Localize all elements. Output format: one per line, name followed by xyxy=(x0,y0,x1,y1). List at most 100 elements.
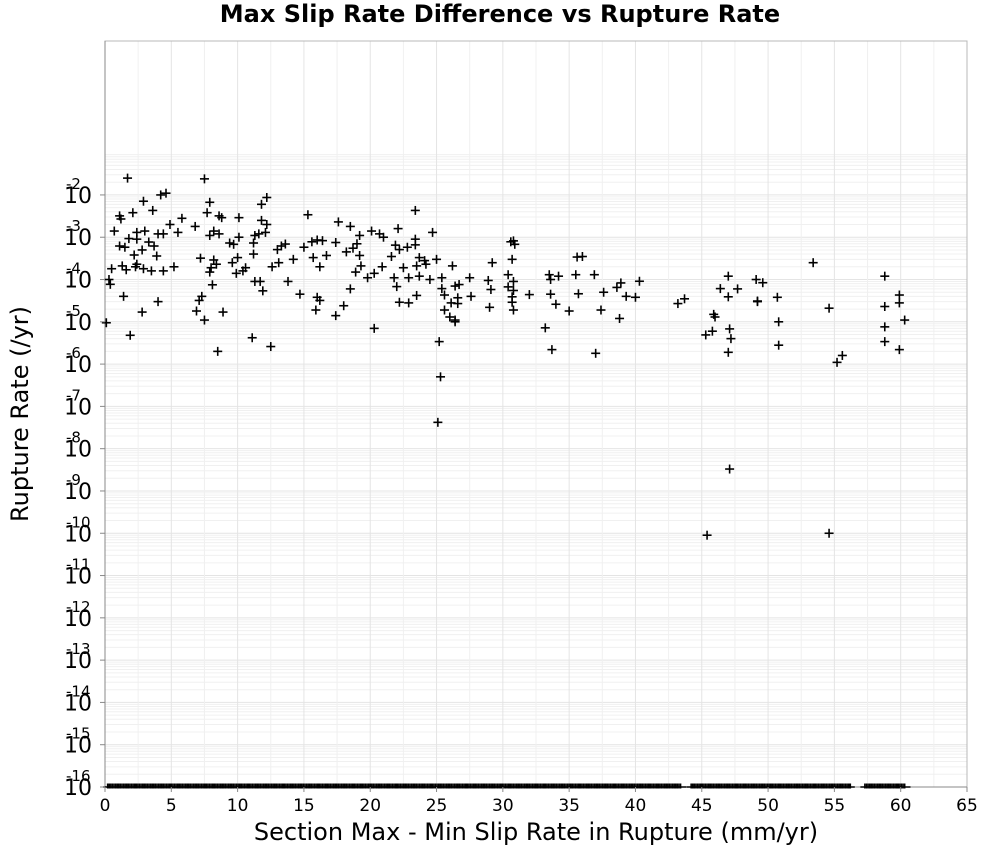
y-axis-ticks: 10-210-310-410-510-610-710-810-910-1010-… xyxy=(64,175,105,801)
data-point xyxy=(702,530,712,540)
x-tick-label: 45 xyxy=(691,796,713,816)
data-point xyxy=(231,268,241,278)
y-tick-exponent: -14 xyxy=(66,682,91,700)
x-tick-label: 60 xyxy=(890,796,912,816)
data-point xyxy=(508,276,518,286)
data-point xyxy=(105,279,115,289)
data-point xyxy=(146,266,156,276)
data-point xyxy=(832,357,842,367)
data-point xyxy=(394,297,404,307)
data-point xyxy=(596,305,606,315)
data-point xyxy=(723,271,733,281)
data-point xyxy=(880,322,890,332)
data-point xyxy=(894,298,904,308)
data-point xyxy=(412,261,422,271)
data-point xyxy=(410,234,420,244)
y-tick-base: 10 xyxy=(64,522,92,547)
y-tick-base: 10 xyxy=(64,691,92,716)
data-point xyxy=(450,281,460,291)
x-tick-label: 35 xyxy=(558,796,580,816)
x-tick-label: 65 xyxy=(956,796,978,816)
data-point xyxy=(547,345,557,355)
floor-point-cluster xyxy=(686,783,855,789)
data-point xyxy=(508,236,518,246)
data-point xyxy=(121,265,131,275)
y-tick-base: 10 xyxy=(64,565,92,590)
data-point xyxy=(190,221,200,231)
data-point xyxy=(117,261,127,271)
data-point xyxy=(351,267,361,277)
data-point xyxy=(428,227,438,237)
data-point xyxy=(272,245,282,255)
data-point xyxy=(386,252,396,262)
data-point xyxy=(369,268,379,278)
data-point xyxy=(238,266,248,276)
data-point xyxy=(454,280,464,290)
data-point xyxy=(398,263,408,273)
data-point xyxy=(258,286,268,296)
data-point xyxy=(673,299,683,309)
data-point xyxy=(153,297,163,307)
data-point xyxy=(900,315,910,325)
y-tick-label: 10-15 xyxy=(64,725,92,759)
data-point xyxy=(206,263,216,273)
data-point xyxy=(363,273,373,283)
data-point xyxy=(295,289,305,299)
data-point xyxy=(733,284,743,294)
data-point xyxy=(630,292,640,302)
data-point xyxy=(621,291,631,301)
data-point xyxy=(367,226,377,236)
y-tick-base: 10 xyxy=(64,226,92,251)
y-tick-exponent: -16 xyxy=(66,767,91,785)
data-point xyxy=(266,342,276,352)
data-point xyxy=(341,247,351,257)
data-point xyxy=(894,345,904,355)
data-point xyxy=(280,239,290,249)
data-point xyxy=(445,312,455,322)
data-point xyxy=(256,199,266,209)
data-point xyxy=(571,270,581,280)
data-point xyxy=(421,259,431,269)
x-tick-label: 55 xyxy=(824,796,846,816)
y-tick-label: 10-9 xyxy=(64,471,92,505)
y-tick-label: 10-11 xyxy=(64,556,92,590)
data-point xyxy=(225,238,235,248)
data-point xyxy=(119,291,129,301)
data-point xyxy=(158,266,168,276)
data-point xyxy=(503,282,513,292)
data-point xyxy=(447,261,457,271)
x-tick-label: 5 xyxy=(166,796,177,816)
data-point xyxy=(774,340,784,350)
data-point xyxy=(138,196,148,206)
data-point xyxy=(131,262,141,272)
data-point xyxy=(348,243,358,253)
data-point xyxy=(124,234,134,244)
data-point xyxy=(149,241,159,251)
data-point xyxy=(140,226,150,236)
data-point xyxy=(317,236,327,246)
data-point xyxy=(227,258,237,268)
y-tick-label: 10-12 xyxy=(64,598,92,632)
data-point xyxy=(701,330,711,340)
data-point xyxy=(894,290,904,300)
data-point xyxy=(577,252,587,262)
x-tick-label: 10 xyxy=(227,796,249,816)
data-point xyxy=(195,253,205,263)
data-point xyxy=(483,275,493,285)
data-point xyxy=(394,245,404,255)
data-point xyxy=(404,298,414,308)
y-tick-base: 10 xyxy=(64,269,92,294)
y-tick-label: 10-2 xyxy=(64,175,92,209)
data-point xyxy=(144,237,154,247)
data-point xyxy=(331,311,341,321)
data-point xyxy=(436,372,446,382)
data-point xyxy=(177,213,187,223)
data-point xyxy=(194,295,204,305)
data-point xyxy=(120,242,130,252)
y-tick-base: 10 xyxy=(64,776,92,801)
y-tick-base: 10 xyxy=(64,734,92,759)
y-tick-base: 10 xyxy=(64,480,92,505)
data-point xyxy=(218,307,228,317)
data-point xyxy=(710,312,720,322)
y-tick-label: 10-16 xyxy=(64,767,92,801)
